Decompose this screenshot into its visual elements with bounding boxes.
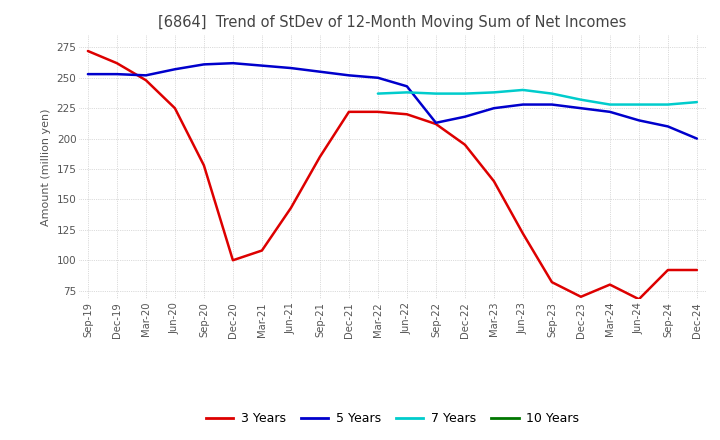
3 Years [634,297,643,302]
5 Years [431,120,440,125]
5 Years [693,136,701,141]
5 Years [664,124,672,129]
7 Years [577,97,585,103]
7 Years [693,99,701,105]
7 Years [548,91,557,96]
5 Years [461,114,469,119]
3 Years [142,77,150,83]
7 Years [374,91,382,96]
5 Years [345,73,354,78]
3 Years [287,205,295,211]
5 Years [374,75,382,81]
3 Years [548,279,557,285]
5 Years [577,106,585,111]
3 Years [693,268,701,273]
Y-axis label: Amount (million yen): Amount (million yen) [41,108,51,226]
Line: 5 Years: 5 Years [88,63,697,139]
5 Years [84,71,92,77]
7 Years [664,102,672,107]
Line: 3 Years: 3 Years [88,51,697,299]
3 Years [112,61,121,66]
3 Years [345,109,354,114]
5 Years [548,102,557,107]
3 Years [431,121,440,127]
7 Years [518,87,527,92]
3 Years [171,106,179,111]
7 Years [461,91,469,96]
3 Years [402,112,411,117]
5 Years [402,84,411,89]
3 Years [518,231,527,236]
5 Years [634,118,643,123]
3 Years [490,179,498,184]
7 Years [402,90,411,95]
7 Years [431,91,440,96]
Title: [6864]  Trend of StDev of 12-Month Moving Sum of Net Incomes: [6864] Trend of StDev of 12-Month Moving… [158,15,626,30]
Legend: 3 Years, 5 Years, 7 Years, 10 Years: 3 Years, 5 Years, 7 Years, 10 Years [201,407,584,430]
5 Years [112,71,121,77]
Line: 7 Years: 7 Years [378,90,697,105]
3 Years [315,154,324,159]
5 Years [228,61,237,66]
3 Years [461,142,469,147]
3 Years [606,282,614,287]
5 Years [315,69,324,74]
3 Years [228,258,237,263]
3 Years [199,163,208,168]
3 Years [84,48,92,54]
3 Years [664,268,672,273]
5 Years [287,66,295,71]
5 Years [258,63,266,68]
7 Years [490,90,498,95]
3 Years [258,248,266,253]
5 Years [199,62,208,67]
5 Years [490,106,498,111]
3 Years [374,109,382,114]
5 Years [142,73,150,78]
5 Years [606,109,614,114]
7 Years [634,102,643,107]
3 Years [577,294,585,299]
7 Years [606,102,614,107]
5 Years [171,66,179,72]
5 Years [518,102,527,107]
